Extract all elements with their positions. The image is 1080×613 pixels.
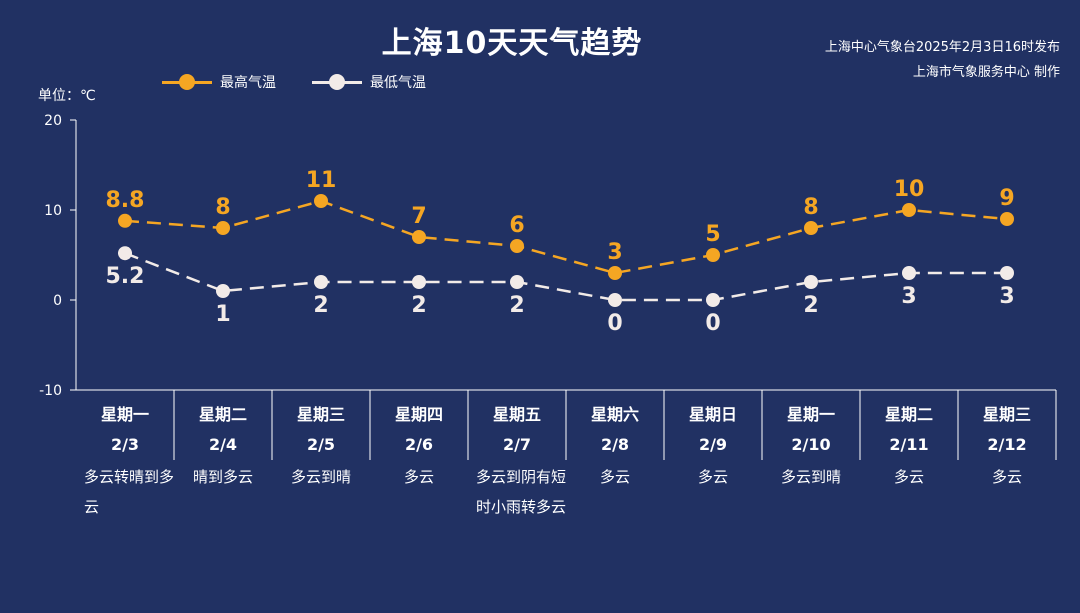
low-data-label: 2 bbox=[313, 293, 328, 318]
weather-description: 多云到晴 bbox=[290, 468, 351, 486]
weather-description: 多云 bbox=[599, 468, 630, 486]
low-point bbox=[314, 275, 328, 289]
high-point bbox=[608, 266, 622, 280]
low-data-label: 0 bbox=[705, 311, 720, 336]
weekday-label: 星期三 bbox=[296, 405, 345, 424]
weather-description: 多云转晴到多云 bbox=[84, 468, 175, 516]
high-data-label: 10 bbox=[894, 177, 925, 202]
high-point bbox=[216, 221, 230, 235]
legend-high-label: 最高气温 bbox=[220, 75, 276, 91]
high-series-line bbox=[124, 199, 1008, 275]
y-tick-label: -10 bbox=[39, 383, 62, 399]
low-point bbox=[804, 275, 818, 289]
date-label: 2/6 bbox=[404, 435, 434, 454]
weekday-label: 星期三 bbox=[982, 405, 1031, 424]
high-point bbox=[1000, 212, 1014, 226]
chart-title: 上海10天天气趋势 bbox=[381, 26, 643, 61]
low-data-label: 0 bbox=[607, 311, 622, 336]
date-label: 2/12 bbox=[987, 435, 1027, 454]
high-data-label: 11 bbox=[306, 168, 337, 193]
high-data-label: 3 bbox=[607, 240, 622, 265]
high-data-label: 8.8 bbox=[106, 188, 145, 213]
low-point bbox=[608, 293, 622, 307]
legend-low-label: 最低气温 bbox=[370, 75, 426, 91]
weather-description: 多云 bbox=[893, 468, 924, 486]
legend-high-marker-icon bbox=[162, 74, 212, 90]
date-label: 2/5 bbox=[306, 435, 336, 454]
weather-description: 多云到阴有短时小雨转多云 bbox=[476, 468, 567, 516]
day-header: 星期三 2/12 bbox=[958, 400, 1056, 460]
y-tick-label: 20 bbox=[44, 113, 62, 129]
day-header: 星期五 2/7 bbox=[468, 400, 566, 460]
legend-low[interactable]: 最低气温 bbox=[312, 72, 426, 92]
weekday-label: 星期日 bbox=[688, 405, 737, 424]
low-data-label: 5.2 bbox=[106, 264, 145, 289]
weather-description: 晴到多云 bbox=[192, 468, 253, 486]
high-data-label: 9 bbox=[999, 186, 1014, 211]
high-point bbox=[118, 213, 132, 228]
high-point bbox=[902, 203, 916, 217]
weekday-label: 星期五 bbox=[492, 405, 541, 424]
high-point bbox=[804, 221, 818, 235]
weekday-label: 星期二 bbox=[198, 405, 247, 424]
day-header: 星期一 2/3 bbox=[76, 400, 174, 460]
day-header: 星期二 2/4 bbox=[174, 400, 272, 460]
high-data-label: 6 bbox=[509, 213, 524, 238]
low-point bbox=[510, 275, 524, 289]
issuer-line-2: 上海市气象服务中心 制作 bbox=[912, 65, 1060, 80]
high-point bbox=[706, 248, 720, 262]
low-point bbox=[412, 275, 426, 289]
y-tick-label: 10 bbox=[44, 203, 62, 219]
low-data-label: 2 bbox=[509, 293, 524, 318]
high-data-label: 5 bbox=[705, 222, 720, 247]
day-header: 星期四 2/6 bbox=[370, 400, 468, 460]
unit-label: 单位：℃ bbox=[38, 88, 96, 104]
date-label: 2/3 bbox=[110, 435, 140, 454]
issuer-line-1: 上海中心气象台2025年2月3日16时发布 bbox=[824, 40, 1060, 55]
high-data-label: 8 bbox=[803, 195, 818, 220]
low-point bbox=[1000, 266, 1014, 280]
high-point bbox=[314, 194, 328, 208]
legend-high[interactable]: 最高气温 bbox=[162, 72, 276, 92]
low-point bbox=[902, 266, 916, 280]
high-data-label: 7 bbox=[411, 204, 426, 229]
low-series-line bbox=[124, 252, 1007, 302]
low-data-label: 2 bbox=[411, 293, 426, 318]
day-header: 星期日 2/9 bbox=[664, 400, 762, 460]
weather-description: 多云到晴 bbox=[780, 468, 841, 486]
low-point bbox=[706, 293, 720, 307]
weather-description: 多云 bbox=[403, 468, 434, 486]
day-header: 星期六 2/8 bbox=[566, 400, 664, 460]
low-data-label: 1 bbox=[215, 302, 230, 327]
y-tick-label: 0 bbox=[53, 293, 62, 309]
low-data-label: 3 bbox=[999, 284, 1014, 309]
weather-description: 多云 bbox=[697, 468, 728, 486]
high-point bbox=[510, 239, 524, 253]
weekday-label: 星期二 bbox=[884, 405, 933, 424]
weekday-label: 星期一 bbox=[100, 405, 149, 424]
day-header: 星期二 2/11 bbox=[860, 400, 958, 460]
high-point bbox=[412, 230, 426, 244]
low-point bbox=[118, 246, 132, 261]
low-data-label: 3 bbox=[901, 284, 916, 309]
low-point bbox=[216, 284, 230, 298]
date-label: 2/4 bbox=[208, 435, 238, 454]
date-label: 2/7 bbox=[502, 435, 532, 454]
weekday-label: 星期六 bbox=[590, 405, 639, 424]
date-label: 2/11 bbox=[889, 435, 929, 454]
high-data-label: 8 bbox=[215, 195, 230, 220]
low-data-label: 2 bbox=[803, 293, 818, 318]
day-header: 星期三 2/5 bbox=[272, 400, 370, 460]
legend-low-marker-icon bbox=[312, 74, 362, 90]
weather-description: 多云 bbox=[991, 468, 1022, 486]
weekday-label: 星期四 bbox=[394, 405, 443, 424]
day-header: 星期一 2/10 bbox=[762, 400, 860, 460]
date-label: 2/8 bbox=[600, 435, 630, 454]
date-label: 2/9 bbox=[698, 435, 728, 454]
weekday-label: 星期一 bbox=[786, 405, 835, 424]
date-label: 2/10 bbox=[791, 435, 831, 454]
